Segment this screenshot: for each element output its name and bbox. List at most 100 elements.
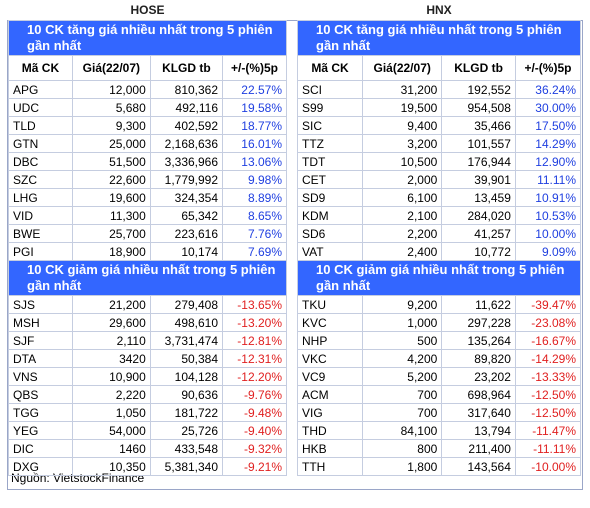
- change: 16.01%: [222, 134, 287, 153]
- stock-row: VC9 5,200 23,202 -13.33%: [296, 367, 582, 386]
- ticker: SD6: [296, 224, 364, 243]
- volume: 65,342: [149, 206, 224, 225]
- column-header: Mã CK: [296, 55, 364, 81]
- volume: 192,552: [441, 80, 516, 99]
- price: 9,300: [71, 116, 151, 135]
- volume: 954,508: [441, 98, 516, 117]
- price: 2,200: [362, 224, 443, 243]
- volume: 698,964: [441, 385, 516, 404]
- volume: 41,257: [441, 224, 516, 243]
- price: 2,110: [71, 331, 151, 350]
- change: -12.50%: [514, 403, 582, 422]
- stock-row: VKC 4,200 89,820 -14.29%: [296, 349, 582, 368]
- change: 10.91%: [514, 188, 582, 207]
- column-header: KLGD tb: [441, 55, 516, 81]
- change: -14.29%: [514, 349, 582, 368]
- price: 6,100: [362, 188, 443, 207]
- stock-row: KVC 1,000 297,228 -23.08%: [296, 313, 582, 332]
- stock-row: VID 11,300 65,342 8.65%: [8, 206, 287, 225]
- ticker: BWE: [8, 224, 73, 243]
- price: 3,200: [362, 134, 443, 153]
- volume: 433,548: [149, 439, 224, 458]
- price: 800: [362, 439, 443, 458]
- stock-row: SIC 9,400 35,466 17.50%: [296, 116, 582, 135]
- ticker: DXG: [8, 457, 73, 476]
- change: -9.76%: [222, 385, 287, 404]
- ticker: DIC: [8, 439, 73, 458]
- ticker: DBC: [8, 152, 73, 171]
- column-header: +/-(%)5p: [514, 55, 582, 81]
- volume: 1,779,992: [149, 170, 224, 189]
- stock-row: THD 84,100 13,794 -11.47%: [296, 421, 582, 440]
- change: 19.58%: [222, 98, 287, 117]
- change: -23.08%: [514, 313, 582, 332]
- change: -13.65%: [222, 295, 287, 314]
- ticker: TTH: [296, 457, 364, 476]
- stock-row: DIC 1460 433,548 -9.32%: [8, 439, 287, 458]
- volume: 11,622: [441, 295, 516, 314]
- ticker: VID: [8, 206, 73, 225]
- section-heading: 10 CK tăng giá nhiều nhất trong 5 phiên …: [297, 20, 581, 56]
- change: -12.81%: [222, 331, 287, 350]
- stock-row: TLD 9,300 402,592 18.77%: [8, 116, 287, 135]
- ticker: TTZ: [296, 134, 364, 153]
- volume: 492,116: [149, 98, 224, 117]
- price: 1460: [71, 439, 151, 458]
- stock-row: VIG 700 317,640 -12.50%: [296, 403, 582, 422]
- ticker: GTN: [8, 134, 73, 153]
- volume: 143,564: [441, 457, 516, 476]
- change: -9.48%: [222, 403, 287, 422]
- volume: 35,466: [441, 116, 516, 135]
- price: 21,200: [71, 295, 151, 314]
- column-header-row: Mã CK Giá(22/07) KLGD tb +/-(%)5p: [296, 55, 582, 81]
- stock-row: UDC 5,680 492,116 19.58%: [8, 98, 287, 117]
- change: 9.98%: [222, 170, 287, 189]
- change: 8.65%: [222, 206, 287, 225]
- section-row: 10 CK tăng giá nhiều nhất trong 5 phiên …: [8, 20, 287, 56]
- volume: 39,901: [441, 170, 516, 189]
- price: 31,200: [362, 80, 443, 99]
- change: 18.77%: [222, 116, 287, 135]
- stock-row: YEG 54,000 25,726 -9.40%: [8, 421, 287, 440]
- price: 19,500: [362, 98, 443, 117]
- ticker: SCI: [296, 80, 364, 99]
- stock-row: TTH 1,800 143,564 -10.00%: [296, 457, 582, 476]
- section-heading: 10 CK giảm giá nhiều nhất trong 5 phiên …: [297, 260, 581, 296]
- price: 54,000: [71, 421, 151, 440]
- column-header: Mã CK: [8, 55, 73, 81]
- ticker: VC9: [296, 367, 364, 386]
- price: 84,100: [362, 421, 443, 440]
- volume: 13,459: [441, 188, 516, 207]
- stock-row: GTN 25,000 2,168,636 16.01%: [8, 134, 287, 153]
- price: 25,700: [71, 224, 151, 243]
- price: 1,000: [362, 313, 443, 332]
- ticker: QBS: [8, 385, 73, 404]
- change: -13.33%: [514, 367, 582, 386]
- change: -11.11%: [514, 439, 582, 458]
- ticker: MSH: [8, 313, 73, 332]
- change: 7.76%: [222, 224, 287, 243]
- table-body: 10 CK tăng giá nhiều nhất trong 5 phiên …: [296, 20, 582, 476]
- volume: 2,168,636: [149, 134, 224, 153]
- stock-row: DBC 51,500 3,336,966 13.06%: [8, 152, 287, 171]
- price: 51,500: [71, 152, 151, 171]
- price: 9,400: [362, 116, 443, 135]
- volume: 10,174: [149, 242, 224, 261]
- price: 25,000: [71, 134, 151, 153]
- volume: 297,228: [441, 313, 516, 332]
- volume: 50,384: [149, 349, 224, 368]
- ticker: SJF: [8, 331, 73, 350]
- volume: 810,362: [149, 80, 224, 99]
- ticker: KDM: [296, 206, 364, 225]
- stock-row: SJS 21,200 279,408 -13.65%: [8, 295, 287, 314]
- change: 8.89%: [222, 188, 287, 207]
- volume: 3,731,474: [149, 331, 224, 350]
- stock-row: LHG 19,600 324,354 8.89%: [8, 188, 287, 207]
- change: 22.57%: [222, 80, 287, 99]
- volume: 5,381,340: [149, 457, 224, 476]
- column-header-row: Mã CK Giá(22/07) KLGD tb +/-(%)5p: [8, 55, 287, 81]
- volume: 23,202: [441, 367, 516, 386]
- ticker: UDC: [8, 98, 73, 117]
- change: 30.00%: [514, 98, 582, 117]
- stock-row: DTA 3420 50,384 -12.31%: [8, 349, 287, 368]
